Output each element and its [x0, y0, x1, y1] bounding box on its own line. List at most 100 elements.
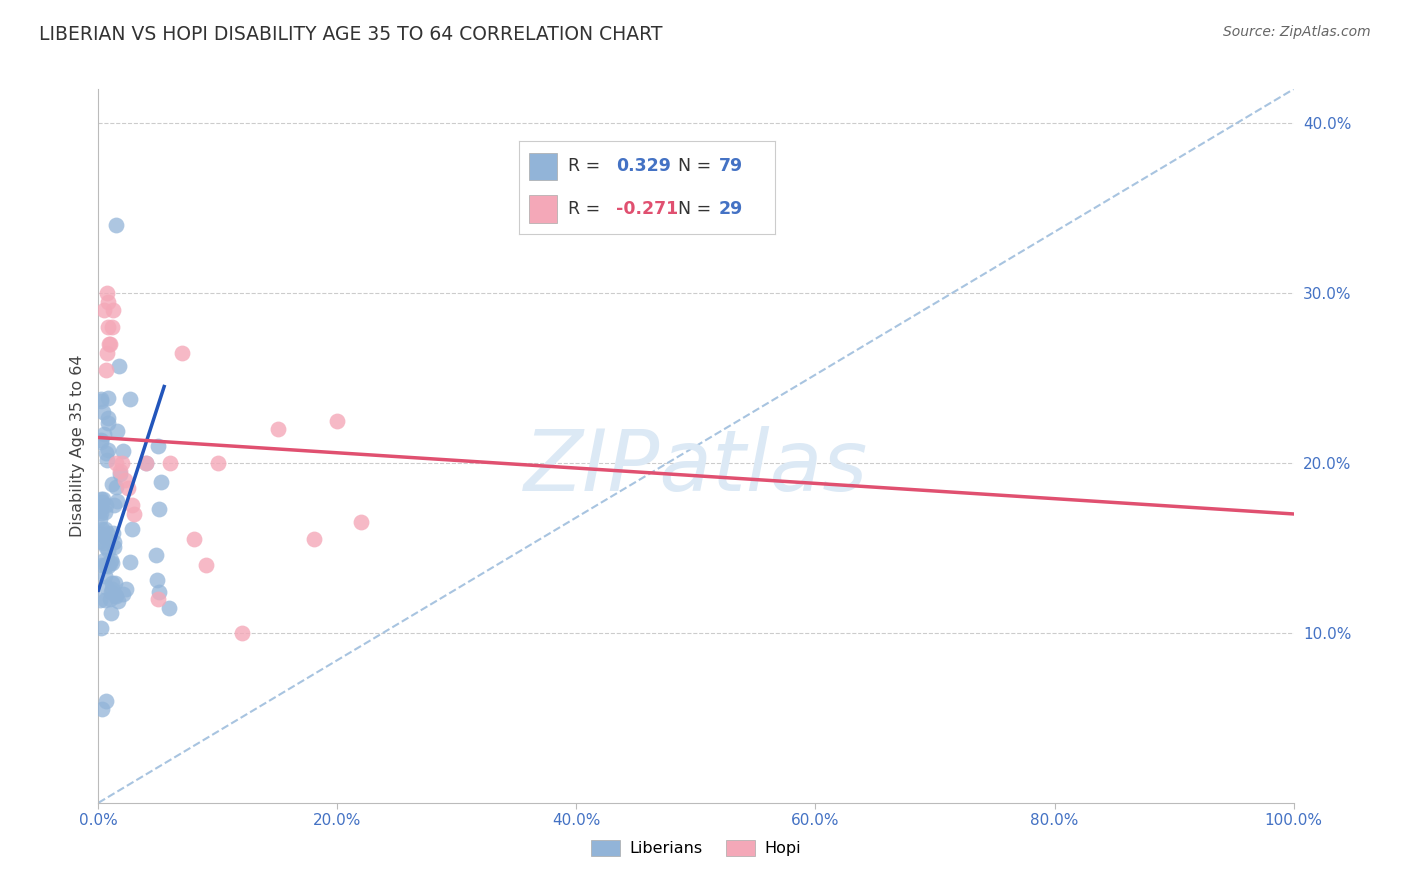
Liberians [90, 491, 112, 506]
Liberians [104, 480, 127, 494]
Hopi [105, 456, 128, 470]
Liberians [148, 439, 170, 453]
Liberians [90, 433, 112, 447]
Text: 29: 29 [718, 200, 742, 218]
Liberians [118, 392, 141, 406]
Liberians [93, 568, 115, 582]
Y-axis label: Disability Age 35 to 64: Disability Age 35 to 64 [69, 355, 84, 537]
Legend: Liberians, Hopi: Liberians, Hopi [585, 833, 807, 863]
Liberians [89, 593, 111, 607]
Hopi [302, 533, 325, 547]
Hopi [97, 294, 120, 309]
Text: 79: 79 [718, 157, 742, 175]
Liberians [94, 694, 117, 708]
Hopi [124, 507, 146, 521]
Liberians [91, 495, 114, 509]
Liberians [90, 506, 112, 520]
Liberians [120, 555, 142, 569]
Liberians [91, 702, 114, 716]
FancyBboxPatch shape [529, 195, 557, 223]
Liberians [100, 553, 122, 567]
Liberians [97, 442, 120, 457]
Text: R =: R = [568, 157, 600, 175]
Hopi [96, 286, 118, 301]
Hopi [326, 413, 349, 427]
Liberians [93, 426, 115, 441]
Hopi [100, 320, 122, 334]
Liberians [94, 498, 117, 512]
Hopi [101, 303, 124, 318]
Liberians [101, 556, 124, 570]
Text: LIBERIAN VS HOPI DISABILITY AGE 35 TO 64 CORRELATION CHART: LIBERIAN VS HOPI DISABILITY AGE 35 TO 64… [39, 25, 662, 44]
Hopi [231, 626, 253, 640]
Hopi [207, 456, 229, 470]
Liberians [89, 512, 111, 526]
Text: Source: ZipAtlas.com: Source: ZipAtlas.com [1223, 25, 1371, 39]
Liberians [98, 591, 121, 606]
Liberians [108, 359, 131, 374]
Liberians [101, 526, 124, 541]
Liberians [96, 540, 118, 554]
Liberians [97, 411, 120, 425]
Hopi [267, 422, 290, 436]
Liberians [93, 505, 115, 519]
Liberians [93, 491, 115, 506]
Text: ZIPatlas: ZIPatlas [524, 425, 868, 509]
Liberians [100, 585, 122, 599]
Text: N =: N = [678, 200, 711, 218]
Liberians [111, 444, 134, 458]
Liberians [104, 588, 127, 602]
Liberians [107, 593, 129, 607]
Liberians [101, 576, 124, 591]
Liberians [135, 456, 157, 470]
Liberians [103, 534, 125, 549]
Liberians [115, 582, 138, 596]
Liberians [148, 585, 170, 599]
Hopi [98, 337, 121, 351]
Liberians [94, 558, 117, 572]
Liberians [97, 543, 120, 558]
Liberians [93, 553, 115, 567]
Liberians [98, 556, 121, 570]
Liberians [159, 600, 181, 615]
Hopi [135, 456, 157, 470]
Liberians [146, 573, 169, 587]
Liberians [101, 582, 124, 597]
Hopi [183, 533, 205, 547]
Liberians [108, 467, 131, 481]
Hopi [350, 516, 373, 530]
Hopi [159, 456, 181, 470]
Hopi [117, 482, 139, 496]
Hopi [111, 456, 134, 470]
Liberians [91, 558, 114, 573]
Text: -0.271: -0.271 [616, 200, 679, 218]
Hopi [172, 345, 194, 359]
Hopi [195, 558, 218, 572]
Liberians [96, 559, 118, 574]
Liberians [93, 530, 115, 544]
Hopi [94, 362, 117, 376]
Liberians [94, 558, 117, 572]
Liberians [93, 593, 115, 607]
Liberians [89, 504, 111, 518]
Liberians [112, 587, 135, 601]
Liberians [96, 453, 118, 467]
Text: N =: N = [678, 157, 711, 175]
Liberians [104, 589, 127, 603]
Liberians [94, 580, 117, 594]
Text: 0.329: 0.329 [616, 157, 671, 175]
Hopi [93, 303, 115, 318]
Hopi [97, 320, 120, 334]
Liberians [97, 416, 120, 430]
Liberians [90, 434, 112, 449]
Hopi [121, 499, 143, 513]
Liberians [103, 498, 125, 512]
Liberians [105, 218, 128, 232]
Liberians [93, 522, 115, 536]
Hopi [96, 345, 118, 359]
Liberians [90, 394, 112, 409]
Liberians [96, 557, 118, 571]
Liberians [96, 525, 118, 540]
Liberians [97, 392, 120, 406]
Liberians [91, 405, 114, 419]
